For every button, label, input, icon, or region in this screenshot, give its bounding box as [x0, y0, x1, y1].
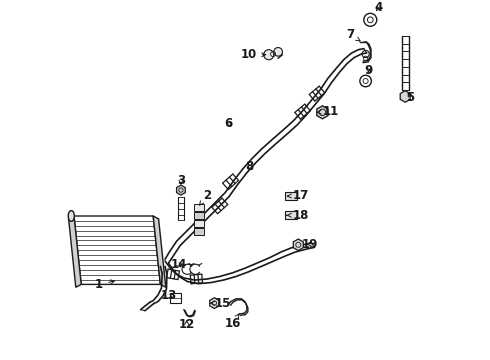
Text: 18: 18 [287, 209, 309, 222]
Text: 8: 8 [245, 160, 254, 173]
Polygon shape [176, 185, 185, 195]
Text: 7: 7 [346, 28, 360, 41]
Text: 5: 5 [407, 91, 415, 104]
Polygon shape [153, 216, 166, 287]
Polygon shape [210, 298, 219, 309]
Text: 19: 19 [302, 238, 318, 251]
Polygon shape [194, 212, 204, 219]
Text: 4: 4 [375, 1, 383, 14]
Polygon shape [194, 220, 204, 227]
Polygon shape [294, 239, 303, 251]
Text: 10: 10 [241, 48, 266, 61]
Polygon shape [69, 216, 81, 287]
Circle shape [264, 50, 274, 60]
Text: 17: 17 [287, 189, 309, 202]
Polygon shape [285, 211, 297, 219]
Text: 13: 13 [161, 289, 177, 302]
Text: 14: 14 [170, 258, 187, 271]
Text: 11: 11 [317, 105, 339, 118]
Text: 3: 3 [177, 174, 185, 186]
Polygon shape [194, 204, 204, 211]
Text: 12: 12 [178, 318, 195, 331]
Text: 1: 1 [95, 278, 115, 291]
Polygon shape [74, 216, 160, 284]
Text: 2: 2 [199, 189, 211, 205]
Polygon shape [317, 106, 328, 119]
Text: 15: 15 [211, 297, 231, 310]
Text: 9: 9 [365, 64, 373, 77]
Text: 6: 6 [224, 117, 233, 130]
Text: 16: 16 [224, 314, 241, 330]
Ellipse shape [68, 211, 74, 221]
Polygon shape [194, 228, 204, 235]
Polygon shape [400, 91, 410, 102]
Circle shape [274, 48, 282, 56]
Polygon shape [285, 192, 297, 200]
